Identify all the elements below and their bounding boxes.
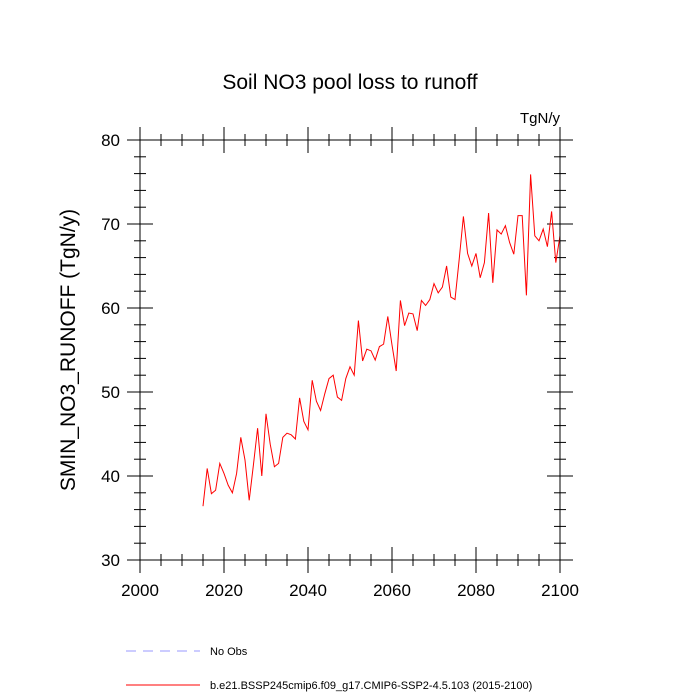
y-tick-label: 60 <box>101 299 120 318</box>
units-label: TgN/y <box>520 110 561 127</box>
plot-frame <box>139 139 561 561</box>
x-tick-label: 2100 <box>541 581 579 600</box>
x-tick-label: 2080 <box>457 581 495 600</box>
legend-series-label: b.e21.BSSP245cmip6.f09_g17.CMIP6-SSP2-4.… <box>210 680 532 692</box>
legend: No Obs b.e21.BSSP245cmip6.f09_g17.CMIP6-… <box>126 646 532 692</box>
y-tick-label: 40 <box>101 467 120 486</box>
legend-no-obs-label: No Obs <box>210 646 248 658</box>
x-tick-label: 2040 <box>289 581 327 600</box>
series-line <box>202 174 561 507</box>
x-tick-label: 2020 <box>205 581 243 600</box>
chart-title: Soil NO3 pool loss to runoff <box>222 71 477 94</box>
x-tick-label: 2000 <box>121 581 159 600</box>
y-tick-label: 30 <box>101 551 120 570</box>
y-tick-label: 70 <box>101 215 120 234</box>
y-tick-label: 80 <box>101 131 120 150</box>
y-tick-label: 50 <box>101 383 120 402</box>
y-axis-label: SMIN_NO3_RUNOFF (TgN/y) <box>57 209 80 491</box>
x-tick-label: 2060 <box>373 581 411 600</box>
axis-tick-labels: 2000 2020 2040 2060 2080 2100 30 40 50 60 70 80 <box>101 131 579 600</box>
axis-ticks <box>127 127 573 573</box>
